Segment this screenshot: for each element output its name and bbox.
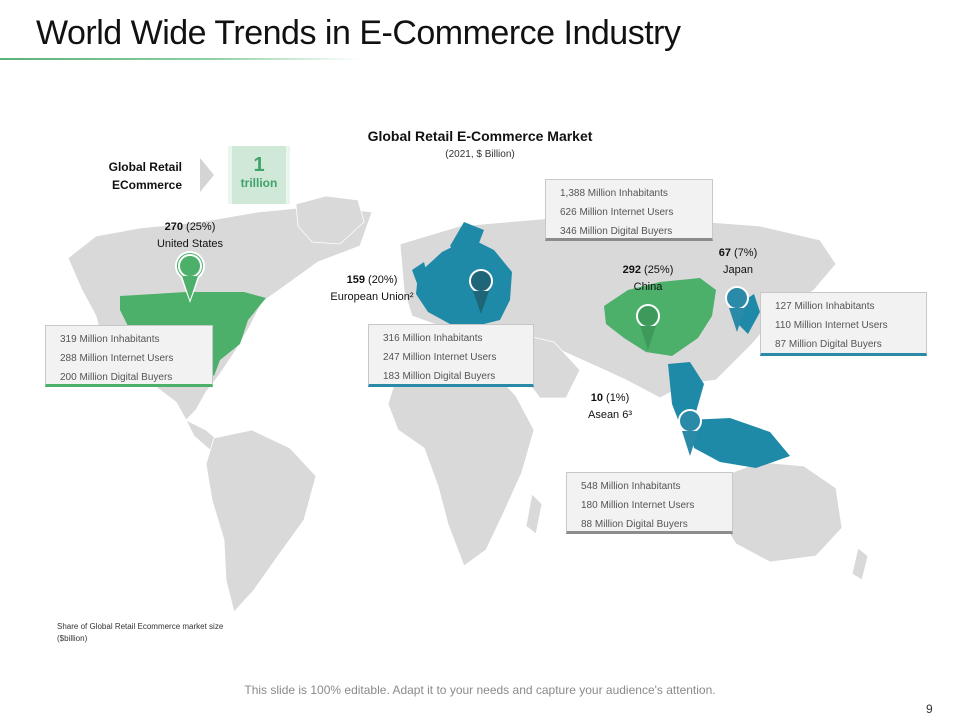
region-fill-scandinavia bbox=[450, 222, 484, 258]
stat-digital-buyers: 183 Million Digital Buyers bbox=[383, 371, 496, 382]
stat-internet-users: 288 Million Internet Users bbox=[60, 353, 174, 364]
total-label-line2: ECommerce bbox=[111, 178, 182, 192]
region-share: (25%) bbox=[644, 264, 674, 276]
landmass-south-america bbox=[205, 429, 317, 613]
total-value: 1 bbox=[253, 154, 265, 176]
title-underline bbox=[0, 58, 360, 60]
slide-title: World Wide Trends in E-Commerce Industry bbox=[36, 14, 681, 52]
pin-asean bbox=[678, 409, 702, 456]
page-number: 9 bbox=[926, 702, 933, 716]
stat-digital-buyers: 88 Million Digital Buyers bbox=[581, 519, 688, 530]
landmass-madagascar bbox=[525, 493, 543, 535]
stat-internet-users: 110 Million Internet Users bbox=[775, 320, 888, 331]
stat-internet-users: 180 Million Internet Users bbox=[581, 500, 695, 511]
landmass-australia bbox=[715, 461, 843, 563]
region-name: European Union² bbox=[330, 291, 414, 303]
region-value: 159 bbox=[346, 274, 365, 286]
region-label-united-states: 270 (25%) United States bbox=[140, 219, 240, 253]
landmass-greenland bbox=[295, 195, 365, 245]
stat-box-united-states: 319 Million Inhabitants 288 Million Inte… bbox=[45, 325, 213, 387]
stat-internet-users: 626 Million Internet Users bbox=[560, 207, 674, 218]
total-label-line1: Global Retail bbox=[108, 160, 182, 174]
pin-china bbox=[636, 304, 660, 350]
total-label: Global Retail ECommerce bbox=[80, 158, 182, 194]
stat-inhabitants: 127 Million Inhabitants bbox=[775, 301, 875, 312]
region-share: (7%) bbox=[734, 247, 758, 259]
landmass-new-zealand bbox=[851, 547, 869, 581]
region-fill-eu bbox=[416, 238, 512, 326]
region-label-european-union: 159 (20%) European Union² bbox=[322, 272, 422, 306]
stat-inhabitants: 1,388 Million Inhabitants bbox=[560, 188, 668, 199]
landmass-africa bbox=[387, 365, 535, 567]
chevron-right-icon bbox=[200, 158, 214, 192]
region-share: (25%) bbox=[186, 221, 216, 233]
region-label-asean: 10 (1%) Asean 6³ bbox=[560, 390, 660, 424]
stat-inhabitants: 316 Million Inhabitants bbox=[383, 333, 483, 344]
slide-footer: This slide is 100% editable. Adapt it to… bbox=[244, 683, 716, 697]
map-footnote: Share of Global Retail Ecommerce market … bbox=[57, 622, 224, 643]
region-name: Japan bbox=[723, 264, 753, 276]
region-fill-uk bbox=[412, 262, 428, 286]
stat-box-european-union: 316 Million Inhabitants 247 Million Inte… bbox=[368, 324, 534, 387]
region-value: 67 bbox=[718, 247, 731, 259]
stat-digital-buyers: 87 Million Digital Buyers bbox=[775, 339, 882, 350]
map-pins bbox=[174, 251, 749, 456]
region-value: 292 bbox=[622, 264, 641, 276]
region-label-japan: 67 (7%) Japan bbox=[688, 245, 788, 279]
stat-digital-buyers: 200 Million Digital Buyers bbox=[60, 372, 173, 383]
pin-japan bbox=[725, 286, 749, 332]
map-title: Global Retail E-Commerce Market bbox=[367, 128, 593, 144]
region-value: 270 bbox=[164, 221, 183, 233]
total-unit: trillion bbox=[240, 176, 278, 190]
stat-internet-users: 247 Million Internet Users bbox=[383, 352, 497, 363]
total-value-box: 1 trillion bbox=[228, 146, 290, 204]
stat-inhabitants: 319 Million Inhabitants bbox=[60, 334, 160, 345]
stat-box-asean: 548 Million Inhabitants 180 Million Inte… bbox=[566, 472, 733, 534]
pin-european-union bbox=[469, 269, 493, 314]
region-name: United States bbox=[156, 238, 224, 250]
pin-united-states bbox=[174, 251, 205, 303]
stat-box-china: 1,388 Million Inhabitants 626 Million In… bbox=[545, 179, 713, 241]
region-name: China bbox=[633, 281, 663, 293]
region-label-china: 292 (25%) China bbox=[598, 262, 698, 296]
map-subtitle: (2021, $ Billion) bbox=[445, 149, 515, 160]
stat-inhabitants: 548 Million Inhabitants bbox=[581, 481, 681, 492]
region-name: Asean 6³ bbox=[587, 409, 633, 421]
region-share: (20%) bbox=[368, 274, 398, 286]
region-fill-china bbox=[604, 278, 716, 356]
stat-box-japan: 127 Million Inhabitants 110 Million Inte… bbox=[760, 292, 927, 356]
stat-digital-buyers: 346 Million Digital Buyers bbox=[560, 226, 673, 237]
region-share: (1%) bbox=[606, 392, 630, 404]
region-value: 10 bbox=[590, 392, 603, 404]
region-fill-asean-islands bbox=[688, 418, 790, 468]
